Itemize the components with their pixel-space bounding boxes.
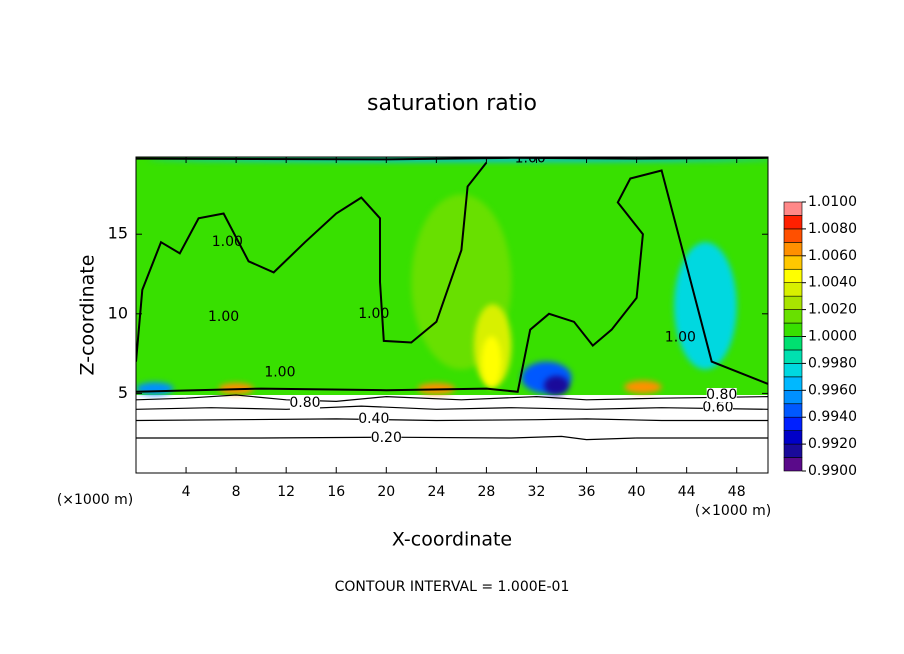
- colorbar-cell: [783, 443, 803, 458]
- contour-label-bg: [702, 400, 733, 415]
- colorbar-cell: [783, 268, 803, 283]
- plot-frame: [135, 156, 769, 474]
- footer-note: CONTOUR INTERVAL = 1.000E-01: [335, 579, 570, 595]
- colorbar-tick-label: 1.0020: [808, 302, 857, 318]
- colorbar-tick-label: 0.9980: [808, 355, 857, 371]
- colorbar-cell: [783, 376, 803, 391]
- contour-line: [136, 161, 488, 362]
- x-tick-label: 24: [427, 484, 445, 500]
- y-tick-label: 15: [108, 224, 128, 243]
- x-tick-label: 16: [327, 484, 345, 500]
- colorbar-tick-label: 1.0080: [808, 221, 857, 237]
- contour-label: 1.00: [264, 365, 295, 381]
- x-unit-label: (×1000 m): [695, 503, 771, 519]
- plot-area: 0.200.400.600.80 0.801.001.00 1.001.001.00…: [136, 151, 768, 446]
- colorbar-cell: [783, 242, 803, 257]
- contour-line: [136, 394, 768, 403]
- x-tick-label: 28: [478, 484, 496, 500]
- y-axis-label: Z-coordinate: [77, 255, 99, 376]
- x-tick-label: 40: [628, 484, 646, 500]
- colorbar-cell: [783, 403, 803, 418]
- colorbar-cell: [783, 201, 803, 216]
- colorbar-tick-label: 0.9960: [808, 382, 857, 398]
- colorbar-cell: [783, 255, 803, 270]
- field-patch: [543, 375, 570, 395]
- colorbar-cell: [783, 228, 803, 243]
- y-tick-label: 10: [108, 303, 128, 322]
- x-tick-label: 36: [578, 484, 596, 500]
- contour-label-bg: [289, 395, 320, 410]
- contour-label: 1.00: [208, 309, 239, 325]
- contour-line: [136, 169, 768, 393]
- colorbar-cell: [783, 282, 803, 297]
- colorbar-cell: [783, 215, 803, 230]
- colorbar-tick-label: 0.9900: [808, 463, 857, 479]
- x-tick-label: 4: [182, 484, 191, 500]
- y-tick-label: 5: [118, 383, 128, 402]
- colorbar-cell: [783, 322, 803, 337]
- field-patch: [624, 380, 662, 394]
- colorbar-cell: [783, 363, 803, 378]
- contour-label: 0.60: [702, 400, 733, 416]
- chart-title: saturation ratio: [367, 91, 537, 116]
- x-tick-label: 48: [728, 484, 746, 500]
- x-tick-label: 32: [528, 484, 546, 500]
- colorbar-tick-label: 1.0000: [808, 329, 857, 345]
- contour-label: 1.00: [665, 330, 696, 346]
- colorbar-cell: [783, 457, 803, 472]
- contour-label: 1.00: [515, 151, 546, 167]
- contour-label: 0.80: [289, 395, 320, 411]
- contour-line: [136, 435, 768, 441]
- field-patch: [481, 336, 502, 388]
- colorbar-tick-label: 1.0100: [808, 194, 857, 210]
- colorbar-cell: [783, 416, 803, 431]
- contour-label: 0.20: [371, 430, 402, 446]
- contour-label: 1.00: [212, 234, 243, 250]
- contour-label-bg: [706, 387, 737, 402]
- contour-label: 0.40: [358, 411, 389, 427]
- x-tick-label: 44: [678, 484, 696, 500]
- colorbar-tick-label: 0.9940: [808, 409, 857, 425]
- x-tick-label: 20: [377, 484, 395, 500]
- field-patch: [674, 242, 737, 370]
- contour-label: 1.00: [358, 306, 389, 322]
- x-tick-label: 12: [277, 484, 295, 500]
- colorbar-cell: [783, 295, 803, 310]
- colorbar-cell: [783, 336, 803, 351]
- colorbar-tick-label: 1.0060: [808, 248, 857, 264]
- contour-label: 0.80: [706, 387, 737, 403]
- contour-line: [136, 405, 768, 410]
- colorbar-cell: [783, 309, 803, 324]
- contour-line: [136, 418, 768, 422]
- x-axis-label: X-coordinate: [392, 529, 512, 551]
- x-tick-label: 8: [232, 484, 241, 500]
- colorbar-tick-label: 1.0040: [808, 275, 857, 291]
- contour-line: [136, 157, 768, 161]
- contour-label-bg: [358, 411, 389, 426]
- colorbar-cell: [783, 430, 803, 445]
- colorbar-tick-label: 0.9920: [808, 436, 857, 452]
- y-unit-label: (×1000 m): [57, 492, 133, 508]
- colorbar-cell: [783, 389, 803, 405]
- colorbar-cell: [783, 349, 803, 364]
- contour-label-bg: [371, 430, 402, 445]
